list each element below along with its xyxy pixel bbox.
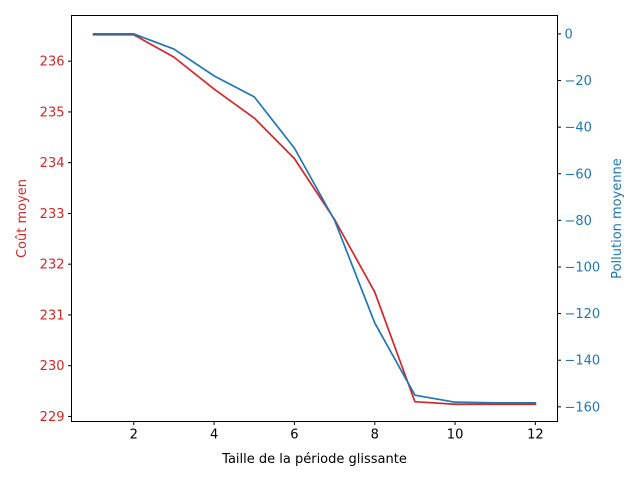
left-y-tick-label: 235 (40, 105, 65, 120)
pollution-series-line (92, 33, 537, 404)
x-tick-label: 2 (130, 428, 138, 443)
left-y-tick-label: 229 (40, 410, 65, 425)
x-tick-label: 8 (371, 428, 379, 443)
right-y-tick-label: −160 (565, 400, 601, 415)
left-y-tick-label: 232 (40, 258, 65, 273)
left-y-tick-label: 236 (40, 55, 65, 70)
right-y-tick-label: −60 (565, 167, 592, 182)
right-y-tick-label: −140 (565, 354, 601, 369)
x-axis-label: Taille de la période glissante (221, 452, 407, 467)
left-y-axis-label: Coût moyen (15, 179, 30, 258)
plot-frame (71, 15, 558, 422)
x-tick-label: 4 (210, 428, 218, 443)
right-y-tick-label: −100 (565, 260, 601, 275)
right-y-tick-label: −80 (565, 214, 592, 229)
series-layer (92, 33, 537, 406)
x-tick-label: 6 (290, 428, 298, 443)
right-y-tick-label: −40 (565, 121, 592, 136)
left-y-tick-label: 233 (40, 207, 65, 222)
left-y-tick-label: 234 (40, 156, 65, 171)
x-tick-label: 10 (447, 428, 464, 443)
right-y-tick-label: 0 (565, 27, 573, 42)
right-y-tick-label: −120 (565, 307, 601, 322)
right-y-tick-label: −20 (565, 74, 592, 89)
x-tick-label: 12 (527, 428, 544, 443)
cost-series-line (92, 33, 537, 406)
left-y-tick-label: 230 (40, 359, 65, 374)
left-y-tick-label: 231 (40, 308, 65, 323)
right-y-axis-label: Pollution moyenne (610, 158, 625, 279)
ticks-layer: 2 4 6 8 10 12 229 230 231 232 233 234 235 236 0 −20 −40 −… (40, 27, 601, 442)
